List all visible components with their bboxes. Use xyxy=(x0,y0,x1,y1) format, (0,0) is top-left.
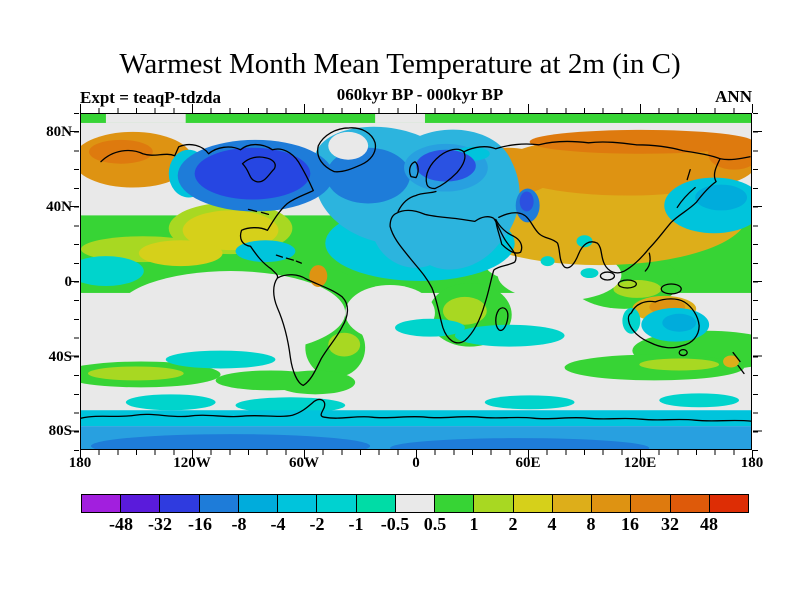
scandinavia-cooling-region xyxy=(416,149,476,182)
colorbar-cell xyxy=(670,495,710,512)
colorbar-cell xyxy=(356,495,396,512)
experiment-label: Expt = teaqP-tdzda xyxy=(80,88,221,107)
colorbar-cell xyxy=(121,495,161,512)
antarctic-cyan-band xyxy=(81,410,751,427)
y-axis-major-ticks-left xyxy=(70,131,79,434)
colorbar-tick-label: -32 xyxy=(148,514,172,534)
x-tick-label-120E: 120E xyxy=(623,455,657,471)
colorbar-tick-label: -1 xyxy=(348,514,364,534)
x-axis-minor-ticks-top xyxy=(80,108,753,113)
colorbar-tick-label: -8 xyxy=(231,514,247,534)
colorbar-cell xyxy=(238,495,279,512)
x-axis-minor-ticks-bottom xyxy=(80,450,753,455)
colorbar-tick-label: 32 xyxy=(661,514,679,534)
temperature-field xyxy=(81,114,751,449)
colorbar-cell xyxy=(160,495,200,512)
colorbar-tick-label: 16 xyxy=(621,514,639,534)
y-tick-label-40S: 40S xyxy=(48,349,72,365)
colorbar-cell xyxy=(631,495,671,512)
colorbar-tick-label: 2 xyxy=(508,514,518,534)
x-tick-label-60W: 60W xyxy=(289,455,319,471)
temperature-field-svg xyxy=(81,114,751,449)
se-pacific-neutral xyxy=(115,271,346,355)
colorbar-cell xyxy=(552,495,593,512)
colorbar-cell xyxy=(435,495,475,512)
colorbar-cell xyxy=(474,495,514,512)
colorbar-tick-label: -2 xyxy=(309,514,325,534)
colorbar-cell xyxy=(317,495,357,512)
colorbar-cell xyxy=(199,495,239,512)
greenland-interior xyxy=(328,131,369,160)
colorbar-cell xyxy=(592,495,632,512)
colorbar-tick-label: -4 xyxy=(270,514,286,534)
us-warming-region xyxy=(182,210,279,251)
colorbar-tick-label: 1 xyxy=(469,514,479,534)
colorbar-tick-label: -0.5 xyxy=(380,514,410,534)
x-tick-label-180E: 180 xyxy=(740,455,764,471)
x-tick-label-0: 0 xyxy=(412,455,420,471)
x-tick-label-120W: 120W xyxy=(173,455,211,471)
colorbar-cell xyxy=(513,495,553,512)
y-tick-label-40N: 40N xyxy=(46,199,72,215)
colorbar-cell xyxy=(82,495,122,512)
colorbar-tick-label: -16 xyxy=(188,514,212,534)
y-tick-label-80N: 80N xyxy=(46,124,72,140)
colorbar-cell xyxy=(395,495,436,512)
y-tick-label-0: 0 xyxy=(64,274,73,290)
colorbar-tick-label: -48 xyxy=(109,514,133,534)
period-label: 060kyr BP - 000kyr BP xyxy=(336,85,504,104)
colorbar-cell xyxy=(709,495,748,512)
colorbar-tick-label: 0.5 xyxy=(423,514,447,534)
season-label: ANN xyxy=(715,87,752,106)
colorbar xyxy=(81,494,749,513)
x-tick-label-60E: 60E xyxy=(515,455,541,471)
colorbar-tick-label: 48 xyxy=(700,514,718,534)
y-tick-label-80S: 80S xyxy=(48,423,72,439)
world-anomaly-map xyxy=(80,113,752,450)
x-tick-label-180W: 180 xyxy=(68,455,92,471)
colorbar-tick-label: 8 xyxy=(586,514,596,534)
coastlines xyxy=(81,127,751,422)
y-axis-major-ticks-right xyxy=(753,131,762,434)
plot-title: Warmest Month Mean Temperature at 2m (in… xyxy=(119,48,681,80)
colorbar-tick-label: 4 xyxy=(547,514,557,534)
colorbar-cell xyxy=(278,495,318,512)
